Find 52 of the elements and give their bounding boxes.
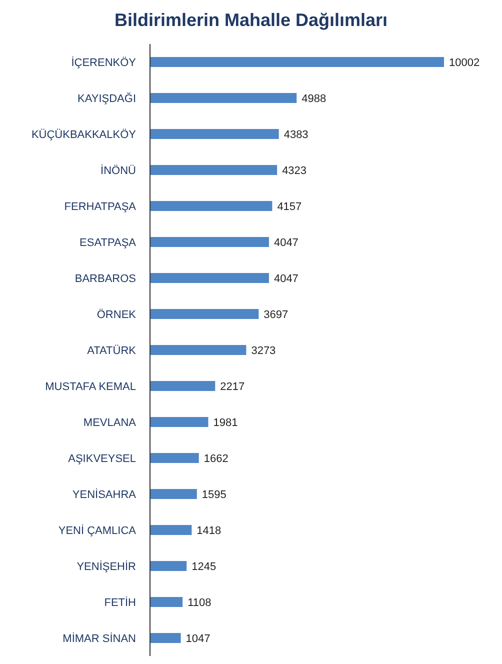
data-label: 4047 bbox=[274, 272, 298, 285]
bar bbox=[150, 128, 279, 140]
data-label: 1418 bbox=[196, 524, 222, 537]
bar bbox=[150, 452, 199, 464]
y-tick-label: İNÖNÜ bbox=[100, 164, 136, 177]
data-label: 1662 bbox=[204, 452, 228, 465]
bar bbox=[150, 92, 297, 104]
bar bbox=[150, 344, 246, 356]
y-tick-label: FERHATPAŞA bbox=[64, 201, 137, 213]
data-label: 1047 bbox=[186, 632, 210, 645]
y-tick-label: YENİ ÇAMLICA bbox=[58, 524, 137, 537]
bar bbox=[150, 200, 272, 212]
bar bbox=[150, 524, 192, 536]
bar bbox=[150, 560, 187, 572]
y-tick-label: YENİSAHRA bbox=[72, 488, 137, 501]
y-tick-label: İÇERENKÖY bbox=[71, 56, 137, 69]
bar bbox=[150, 272, 269, 284]
data-label: 1981 bbox=[213, 416, 238, 429]
bar bbox=[150, 596, 183, 608]
data-label: 2217 bbox=[220, 380, 245, 393]
chart-title: Bildirimlerin Mahalle Dağılımları bbox=[113, 9, 389, 32]
y-tick-label: ÖRNEK bbox=[96, 308, 137, 321]
bar bbox=[150, 308, 259, 320]
data-label: 4323 bbox=[282, 164, 307, 177]
data-label: 3273 bbox=[251, 344, 276, 357]
y-tick-label: FETİH bbox=[104, 596, 136, 609]
bar bbox=[150, 56, 444, 68]
data-label: 4988 bbox=[302, 92, 326, 105]
data-label: 1245 bbox=[192, 560, 216, 573]
data-label: 4383 bbox=[284, 128, 308, 141]
y-tick-label: ESATPAŞA bbox=[80, 237, 137, 249]
y-tick-label: YENİŞEHİR bbox=[76, 560, 136, 573]
bar bbox=[150, 380, 216, 392]
data-label: 1108 bbox=[188, 596, 212, 609]
y-tick-label: AŞIKVEYSEL bbox=[68, 453, 136, 465]
bar bbox=[150, 488, 197, 500]
data-label: 10002 bbox=[449, 56, 480, 69]
bar bbox=[150, 416, 208, 428]
data-label: 4157 bbox=[277, 200, 302, 213]
y-tick-label: KÜÇÜKBAKKALKÖY bbox=[31, 128, 137, 141]
y-tick-label: MİMAR SİNAN bbox=[62, 632, 136, 645]
data-label: 3697 bbox=[264, 308, 288, 321]
y-tick-label: MEVLANA bbox=[83, 417, 137, 429]
y-tick-label: MUSTAFA KEMAL bbox=[45, 381, 136, 393]
bar bbox=[150, 236, 269, 248]
y-tick-label: KAYIŞDAĞI bbox=[78, 92, 136, 105]
y-tick-label: ATATÜRK bbox=[87, 344, 137, 357]
bar bbox=[150, 164, 278, 176]
data-label: 4047 bbox=[274, 236, 298, 249]
bar bbox=[150, 632, 181, 644]
y-tick-label: BARBAROS bbox=[74, 273, 136, 285]
data-label: 1595 bbox=[202, 488, 226, 501]
